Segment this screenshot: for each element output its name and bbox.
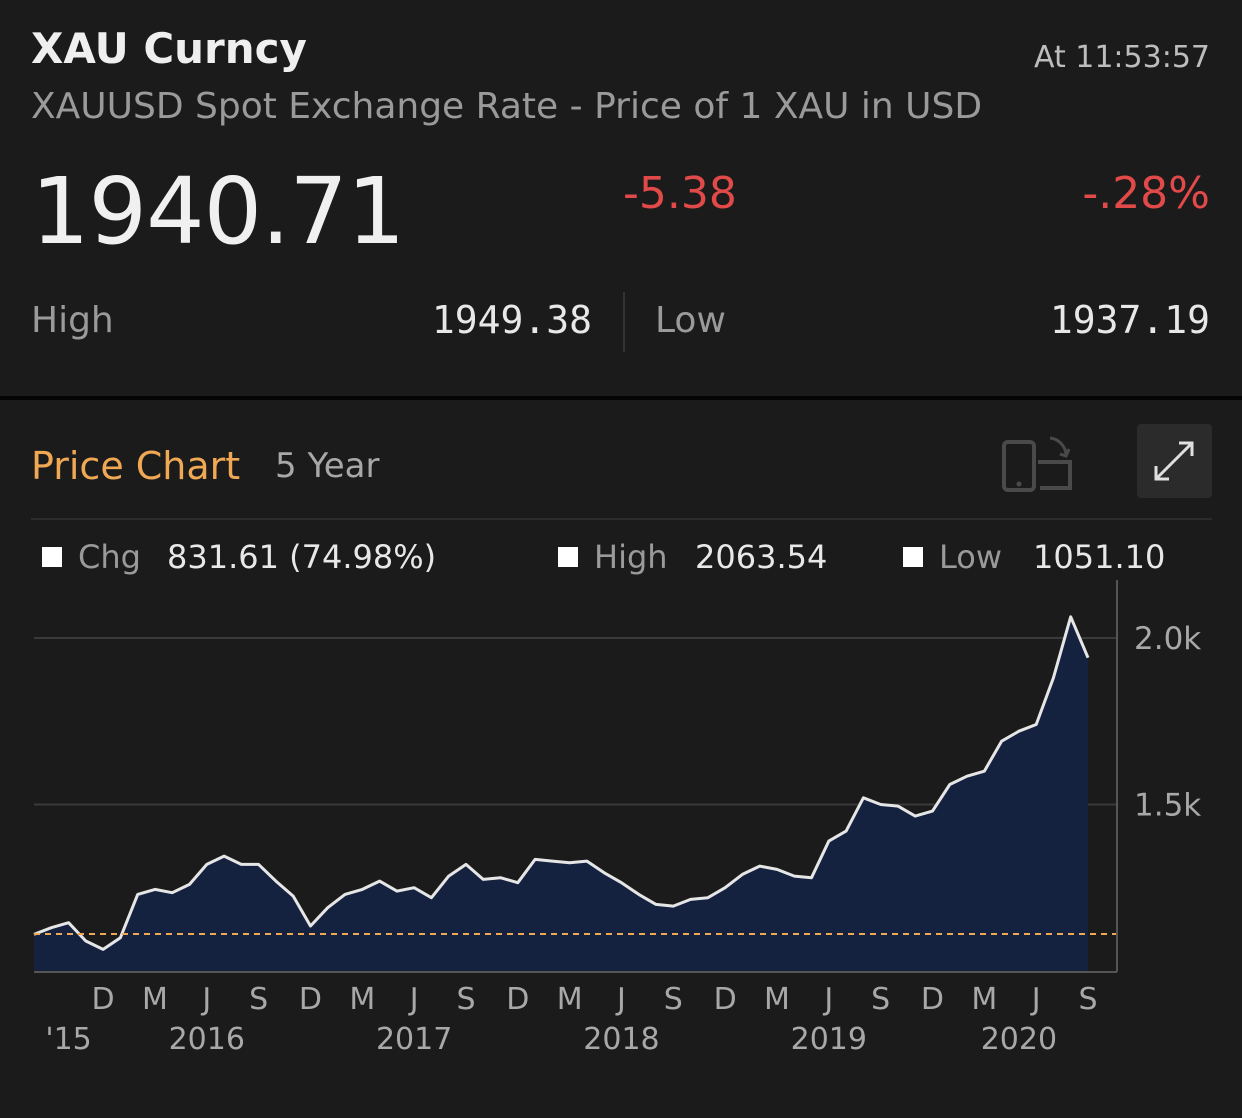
day-low-label: Low [655, 300, 726, 341]
legend-chg-label: Chg [78, 538, 141, 576]
legend-chg-marker [42, 547, 62, 567]
x-tick-month: S [1078, 982, 1097, 1017]
y-tick-label: 2.0k [1134, 621, 1201, 657]
x-tick-month: J [1030, 982, 1041, 1017]
x-tick-month: D [506, 982, 529, 1017]
x-tick-month: J [822, 982, 833, 1017]
legend-high-value: 2063.54 [695, 538, 828, 576]
x-tick-year: 2020 [981, 1022, 1057, 1057]
expand-chart-button[interactable] [1137, 424, 1212, 498]
x-tick-month: D [299, 982, 322, 1017]
x-tick-month: J [200, 982, 211, 1017]
legend-high-label: High [594, 538, 668, 576]
chart-grid [34, 636, 1117, 806]
x-tick-month: M [142, 982, 168, 1017]
quote-timestamp: At 11:53:57 [1033, 40, 1210, 75]
expand-icon [1154, 441, 1194, 481]
legend-low-label: Low [939, 538, 1003, 576]
x-tick-month: S [871, 982, 890, 1017]
day-high-value: 1949.38 [431, 298, 592, 342]
legend-chg-value: 831.61 (74.98%) [167, 538, 437, 576]
x-tick-month: D [92, 982, 115, 1017]
day-high-label: High [31, 300, 114, 341]
price-line [33, 615, 1090, 951]
x-tick-month: J [615, 982, 626, 1017]
rotate-device-icon [1002, 436, 1072, 492]
x-tick-month: S [664, 982, 683, 1017]
net-change: -5.38 [623, 168, 737, 219]
x-tick-year: 2018 [583, 1022, 659, 1057]
x-tick-year: '15 [45, 1022, 91, 1057]
day-low-value: 1937.19 [1049, 298, 1210, 342]
x-tick-month: M [971, 982, 997, 1017]
x-tick-month: D [714, 982, 737, 1017]
x-tick-month: M [349, 982, 375, 1017]
last-price: 1940.71 [31, 158, 405, 265]
x-tick-year: 2019 [791, 1022, 867, 1057]
x-tick-month: M [557, 982, 583, 1017]
price-area [34, 616, 1088, 971]
price-chart[interactable]: 1.5k2.0kD M J S D M J S D M J S D M J S D M J S'15 2016 2017 2… [0, 560, 1242, 1100]
x-tick-month: S [456, 982, 475, 1017]
chart-header-rule [31, 518, 1212, 520]
ticker-title: XAU Curncy [31, 24, 307, 73]
chart-axes: 1.5k2.0kD M J S D M J S D M J S D M J S D M J S'15 2016 2017 2… [34, 580, 1201, 1057]
x-tick-month: D [921, 982, 944, 1017]
chart-title: Price Chart [31, 444, 241, 488]
x-tick-month: M [764, 982, 790, 1017]
x-tick-year: 2016 [169, 1022, 245, 1057]
percent-change: -.28% [1082, 168, 1210, 219]
x-tick-month: J [408, 982, 419, 1017]
y-tick-label: 1.5k [1134, 787, 1201, 823]
legend-low-value: 1051.10 [1033, 538, 1166, 576]
chart-period-selector[interactable]: 5 Year [275, 446, 380, 486]
section-divider [0, 396, 1242, 400]
security-description: XAUUSD Spot Exchange Rate - Price of 1 X… [31, 86, 983, 127]
high-low-divider [623, 292, 625, 352]
x-tick-month: S [249, 982, 268, 1017]
rotate-device-button[interactable] [998, 430, 1078, 496]
legend-high-marker [558, 547, 578, 567]
x-tick-year: 2017 [376, 1022, 452, 1057]
legend-low-marker [903, 547, 923, 567]
